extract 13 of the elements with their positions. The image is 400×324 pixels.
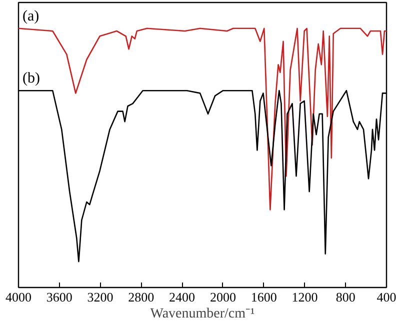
- x-axis-title: Wavenumber/cm⁻¹: [150, 306, 255, 322]
- x-tick-label: 1600: [250, 290, 277, 304]
- x-tick-label: 800: [336, 290, 356, 304]
- x-tick-label: 3200: [87, 290, 114, 304]
- x-tick-label: 1200: [292, 290, 318, 304]
- x-tick-label: 2400: [169, 290, 196, 304]
- x-tick-label: 2800: [128, 290, 154, 304]
- x-tick-label: 400: [376, 290, 396, 304]
- x-tick-label: 2000: [210, 290, 236, 304]
- series-label: (b): [22, 70, 40, 87]
- x-tick-label: 3600: [46, 290, 72, 304]
- x-tick-label: 4000: [6, 290, 32, 304]
- series-label: (a): [22, 8, 40, 24]
